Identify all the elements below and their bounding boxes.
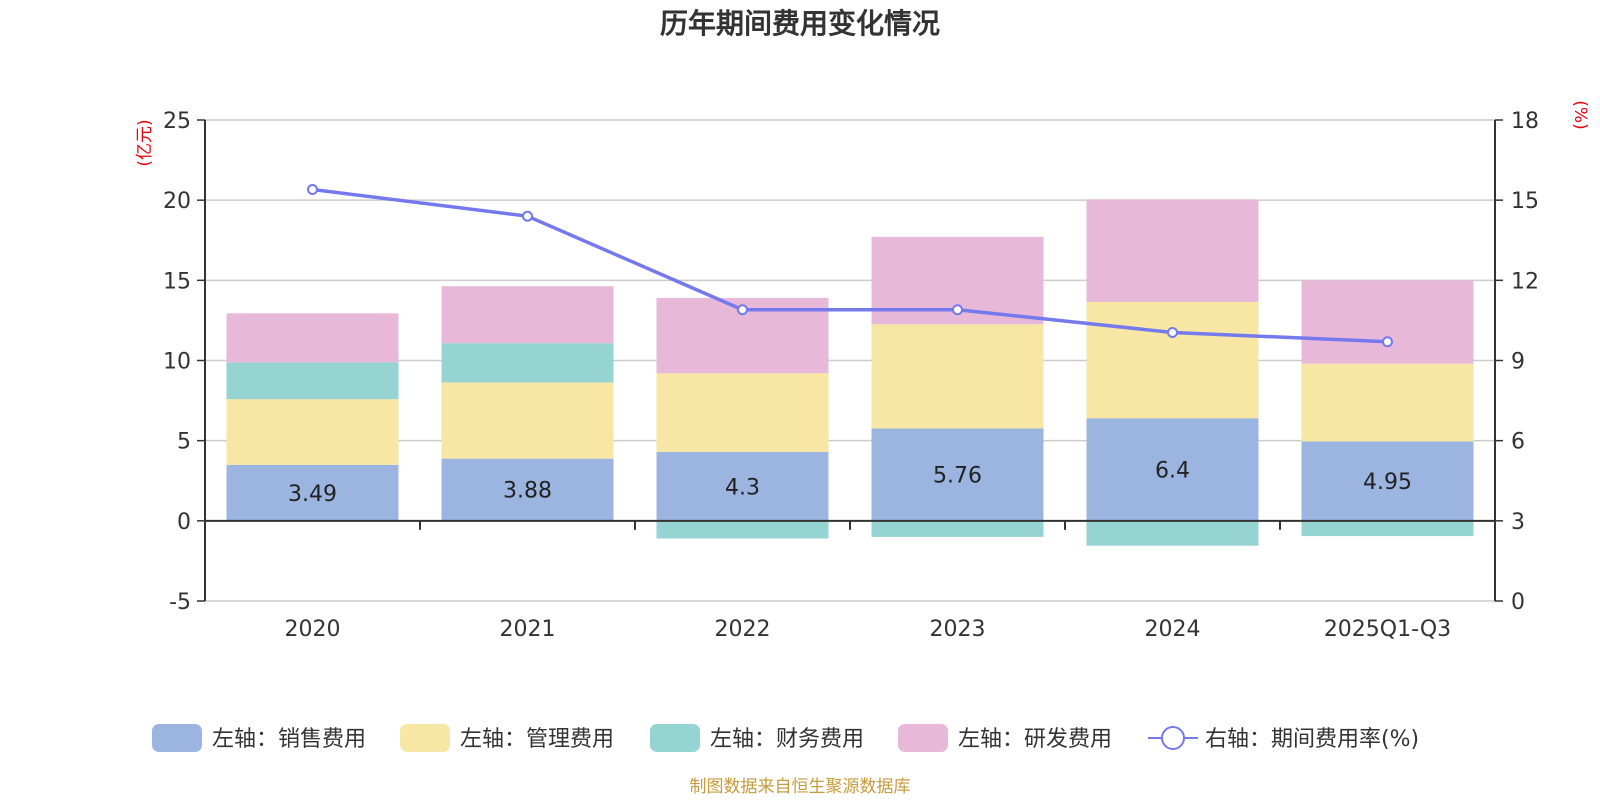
category-label: 2023 [930,617,986,642]
bar-segment [441,343,614,383]
legend-label: 左轴：财务费用 [710,727,864,752]
legend-label: 左轴：研发费用 [958,727,1112,752]
bar-segment [1301,441,1474,521]
bar-data-label: 4.3 [725,475,760,500]
category-label: 2020 [285,617,341,642]
right-axis-tick-label: 12 [1511,269,1539,294]
bar-segment [441,382,614,459]
rate-line-point [1382,336,1393,348]
legend-swatch [650,724,700,752]
bar-segment [226,399,399,465]
category-label: 2022 [715,617,771,642]
legend: 左轴：销售费用 左轴：管理费用 左轴：财务费用 左轴：研发费用 右轴：期间费用率(%) [152,724,1419,752]
category-label: 2021 [500,617,556,642]
source-note: 制图数据来自恒生聚源数据库 [690,777,911,797]
rate-line-point [1167,326,1178,338]
rate-line-point [737,304,748,316]
data-labels: 3.49 3.88 4.3 5.76 6.4 4.95 [288,459,1412,507]
bar-segment [1301,280,1474,364]
bar-segment [656,373,829,452]
bar-segment [441,286,614,344]
left-axis-tick-label: 0 [177,510,191,535]
bar-data-label: 3.88 [503,479,552,504]
right-axis-tick-label: 6 [1511,430,1525,455]
right-axis-tick-label: 9 [1511,350,1525,375]
legend-label: 左轴：管理费用 [460,727,614,752]
legend-label: 左轴：销售费用 [212,727,366,752]
left-axis-tick-label: 20 [163,189,191,214]
bar-segment [1086,418,1259,521]
bar-segment [226,313,399,363]
bar-segment [656,520,829,539]
rate-line-point [307,183,318,195]
axes: 25 18 20 15 15 12 10 9 5 6 0 3 -5 0 2020 2021 2022 2023 20… [163,109,1539,642]
bar-segment [871,324,1044,429]
category-label: 2024 [1145,617,1201,642]
bar-segment [656,451,829,521]
bar-segment [871,520,1044,537]
right-axis-tick-label: 18 [1511,109,1539,134]
chart-title: 历年期间费用变化情况 [660,7,940,40]
bar-segment [1086,199,1259,302]
left-axis-tick-label: 15 [163,269,191,294]
bar-segment [1301,520,1474,537]
bar-segment [1301,363,1474,442]
rate-line-point [952,304,963,316]
right-axis-unit: (%) [1570,100,1590,129]
legend-marker [1161,726,1185,750]
right-axis-tick-label: 3 [1511,510,1525,535]
category-label: 2025Q1-Q3 [1324,617,1451,642]
legend-swatch [152,724,202,752]
left-axis-tick-label: -5 [169,590,191,615]
left-axis-unit: (亿元) [135,119,155,166]
bar-segment [1086,520,1259,546]
bar-data-label: 4.95 [1363,470,1412,495]
rate-line-point [522,210,533,222]
right-axis-tick-label: 0 [1511,590,1525,615]
legend-swatch [400,724,450,752]
right-axis-tick-label: 15 [1511,189,1539,214]
bar-segment [226,464,399,521]
legend-swatch [898,724,948,752]
left-axis-tick-label: 5 [177,430,191,455]
bar-segment [441,458,614,521]
bar-data-label: 3.49 [288,482,337,507]
bar-segment [1086,301,1259,419]
bar-data-label: 5.76 [933,464,982,489]
rate-line-series [307,183,1393,348]
bar-series [226,199,1474,546]
bar-segment [871,428,1044,521]
left-axis-tick-label: 10 [163,350,191,375]
bar-segment [226,362,399,400]
left-axis-tick-label: 25 [163,109,191,134]
legend-label: 右轴：期间费用率(%) [1205,727,1419,752]
bar-data-label: 6.4 [1155,459,1190,484]
rate-line [312,187,1388,344]
